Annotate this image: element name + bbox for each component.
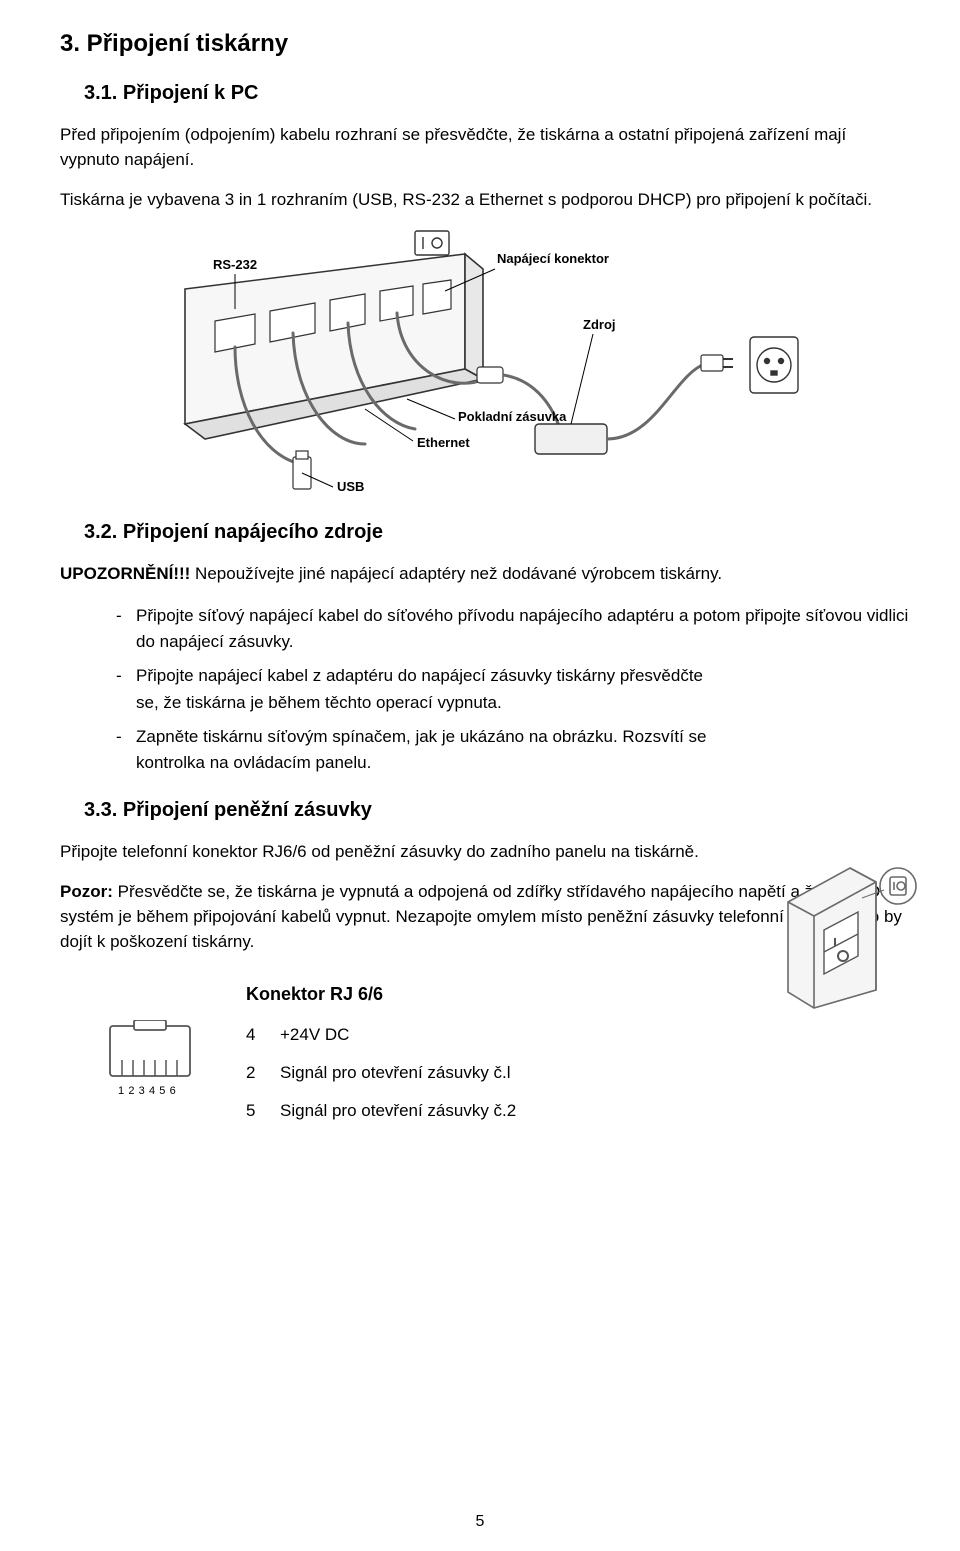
caution-text: Přesvědčte se, že tiskárna je vypnutá a …: [60, 882, 902, 950]
rj-pin-number: 2: [246, 1063, 280, 1083]
power-switch-illustration: [780, 860, 920, 1015]
bullet-item: Připojte síťový napájecí kabel do síťové…: [88, 603, 910, 656]
paragraph-intro-2: Tiskárna je vybavena 3 in 1 rozhraním (U…: [60, 188, 910, 213]
warning-label: UPOZORNĚNÍ!!!: [60, 564, 190, 583]
diagram-svg: [165, 229, 805, 499]
diagram-label-napajeci-konektor: Napájecí konektor: [497, 251, 609, 266]
heading-3-1: 3.1. Připojení k PC: [84, 82, 910, 105]
rj-pin-number: 5: [246, 1101, 280, 1121]
rj-pin-number: 4: [246, 1025, 280, 1045]
heading-section-3: 3. Připojení tiskárny: [60, 30, 910, 58]
warning-text: Nepoužívejte jiné napájecí adaptéry než …: [190, 564, 722, 583]
diagram-label-ethernet: Ethernet: [417, 435, 470, 450]
rj-connector-illustration: 123456: [102, 1020, 198, 1111]
caution-label: Pozor:: [60, 882, 113, 901]
diagram-label-pokladni-zasuvka: Pokladní zásuvka: [458, 409, 566, 424]
diagram-label-rs232: RS-232: [213, 257, 257, 272]
paragraph-intro-1: Před připojením (odpojením) kabelu rozhr…: [60, 123, 910, 172]
rj-pin-row: 2Signál pro otevření zásuvky č.l: [246, 1063, 910, 1083]
svg-text:123456: 123456: [118, 1085, 180, 1097]
rj-pin-row: 5Signál pro otevření zásuvky č.2: [246, 1101, 910, 1121]
bullet-item: Zapněte tiskárnu síťovým spínačem, jak j…: [88, 724, 728, 777]
warning-paragraph: UPOZORNĚNÍ!!! Nepoužívejte jiné napájecí…: [60, 562, 910, 587]
page: 3. Připojení tiskárny 3.1. Připojení k P…: [0, 0, 960, 1551]
bullet-item: Připojte napájecí kabel z adaptéru do na…: [88, 663, 728, 716]
rj-pin-desc: Signál pro otevření zásuvky č.2: [280, 1101, 516, 1120]
page-number: 5: [0, 1513, 960, 1531]
rj-pin-desc: Signál pro otevření zásuvky č.l: [280, 1063, 511, 1082]
rj-pin-desc: +24V DC: [280, 1025, 349, 1044]
diagram-label-zdroj: Zdroj: [583, 317, 616, 332]
connection-diagram: RS-232 Napájecí konektor Zdroj Pokladní …: [165, 229, 805, 499]
rj-pin-row: 4+24V DC: [246, 1025, 910, 1045]
heading-3-3: 3.3. Připojení peněžní zásuvky: [84, 799, 910, 822]
bullet-list: Připojte síťový napájecí kabel do síťové…: [60, 603, 910, 777]
heading-3-2: 3.2. Připojení napájecího zdroje: [84, 521, 910, 544]
diagram-label-usb: USB: [337, 479, 364, 494]
